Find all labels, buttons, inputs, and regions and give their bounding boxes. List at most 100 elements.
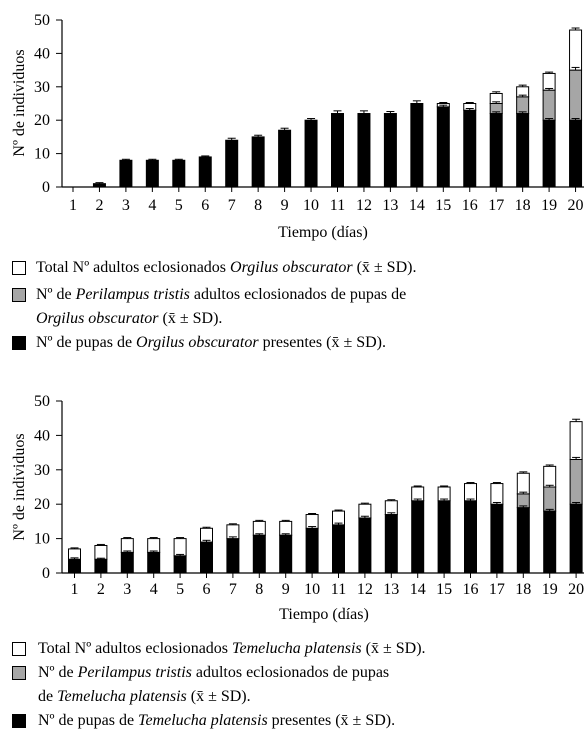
- stacked-bar-chart-temelucha: Nº de individuos Tiempo (días) 0 10 20 30 40…: [11, 393, 584, 623]
- pupae-error-bar-day-12: [360, 515, 369, 518]
- y-axis-label: Nº de individuos: [11, 49, 28, 156]
- perilampus-error-bar-day-19: [545, 87, 554, 91]
- adults-error-bar-day-15: [440, 485, 449, 487]
- adults-error-bar-day-16: [465, 101, 474, 104]
- legend-swatch-white: [12, 642, 26, 656]
- pupae-error-bar-day-13: [387, 512, 396, 515]
- pupae-error-bar-day-4: [148, 158, 157, 161]
- pupae-bar-day-13: [384, 514, 398, 574]
- pupae-bar-day-18: [516, 113, 530, 188]
- legend-text-part: (x̄ ± SD).: [186, 688, 251, 705]
- x-tick-label: 8: [255, 581, 263, 598]
- x-tick-label: 17: [489, 581, 505, 598]
- legend-text: Orgilus obscurator (x̄ ± SD).: [36, 309, 222, 329]
- legend-text: de Temelucha platensis (x̄ ± SD).: [38, 687, 251, 707]
- y-tick-label: 10: [34, 146, 50, 163]
- pupae-bar-day-11: [331, 113, 344, 188]
- pupae-error-bar-day-20: [572, 501, 581, 505]
- x-tick-label: 16: [463, 581, 479, 598]
- adults-error-bar-day-1: [70, 547, 79, 549]
- species-name: Temelucha platensis: [138, 712, 268, 729]
- pupae-bar-day-17: [489, 113, 503, 188]
- pupae-bar-day-20: [569, 119, 583, 188]
- y-tick-label: 30: [34, 462, 50, 479]
- pupae-error-bar-day-18: [519, 505, 528, 508]
- pupae-error-bar-day-5: [176, 553, 185, 556]
- legend-entry-perilampus-continued: de Temelucha platensis (x̄ ± SD).: [0, 687, 587, 707]
- species-name: Perilampus tristis: [75, 286, 190, 303]
- pupae-error-bar-day-5: [174, 158, 183, 161]
- adults-error-bar-day-18: [518, 84, 527, 87]
- x-tick-label: 18: [515, 581, 531, 598]
- legend-entry-total-adults: Total Nº adultos eclosionados Temelucha …: [0, 639, 587, 659]
- x-tick-label: 3: [123, 581, 131, 598]
- x-tick-label: 10: [304, 581, 320, 598]
- pupae-bar-day-17: [490, 503, 504, 574]
- legend-text-part: presentes (x̄ ± SD).: [267, 712, 396, 729]
- adults-bar-day-20: [569, 29, 583, 71]
- x-tick-label: 6: [203, 581, 211, 598]
- pupae-bar-day-4: [147, 551, 161, 574]
- pupae-bar-day-5: [173, 555, 187, 574]
- pupae-error-bar-day-12: [359, 110, 368, 114]
- legend-entry-total-adults: Total Nº adultos eclosionados Orgilus ob…: [0, 258, 587, 278]
- legend-text-part: Total Nº adultos eclosionados: [36, 259, 231, 276]
- species-name: Orgilus obscurator: [230, 259, 353, 276]
- x-tick-label: 8: [254, 197, 262, 214]
- adults-error-bar-day-2: [96, 543, 105, 546]
- legend-text-part: (x̄ ± SD).: [361, 640, 426, 657]
- pupae-bar-day-16: [463, 109, 477, 188]
- pupae-bar-day-9: [279, 534, 293, 574]
- x-tick-label: 19: [541, 197, 557, 214]
- adults-bar-day-3: [120, 538, 134, 553]
- x-tick-label: 1: [69, 197, 77, 214]
- y-tick-label: 50: [34, 12, 50, 29]
- pupae-error-bar-day-20: [571, 118, 580, 121]
- pupae-error-bar-day-17: [492, 501, 501, 505]
- adults-bar-day-19: [543, 465, 557, 488]
- perilampus-error-bar-day-18: [519, 491, 528, 494]
- pupae-bar-day-7: [226, 538, 240, 574]
- pupae-error-bar-day-8: [254, 134, 263, 137]
- pupae-bar-day-12: [357, 113, 371, 188]
- adults-bar-day-11: [332, 510, 345, 526]
- adults-error-bar-day-20: [571, 27, 580, 31]
- x-tick-label: 9: [282, 581, 290, 598]
- x-tick-label: 7: [228, 197, 236, 214]
- x-tick-label: 1: [71, 581, 79, 598]
- perilampus-bar-day-20: [569, 458, 583, 505]
- legend-entry-perilampus: Nº de Perilampus tristis adultos eclosio…: [0, 285, 587, 305]
- x-tick-label: 15: [435, 197, 451, 214]
- pupae-bar-day-1: [68, 558, 81, 574]
- pupae-error-bar-day-4: [149, 550, 158, 553]
- x-tick-label: 9: [281, 197, 289, 214]
- species-name: Orgilus obscurator: [36, 310, 159, 327]
- pupae-error-bar-day-10: [308, 526, 317, 529]
- pupae-bar-day-7: [225, 139, 239, 188]
- x-tick-label: 2: [97, 581, 105, 598]
- pupae-bar-day-8: [251, 136, 265, 188]
- x-tick-label: 15: [436, 581, 452, 598]
- pupae-error-bar-day-8: [255, 533, 264, 536]
- legend-entry-perilampus: Nº de Perilampus tristis adultos eclosio…: [0, 663, 587, 683]
- legend-text: Nº de Perilampus tristis adultos eclosio…: [38, 663, 389, 683]
- pupae-bar-day-2: [94, 558, 108, 574]
- x-tick-label: 2: [95, 197, 103, 214]
- x-tick-label: 5: [175, 197, 183, 214]
- legend-text-part: adultos eclosionados de pupas de: [189, 286, 407, 303]
- adults-error-bar-day-15: [439, 101, 448, 104]
- perilampus-bar-day-19: [543, 486, 557, 512]
- pupae-error-bar-day-2: [96, 557, 105, 560]
- perilampus-error-bar-day-19: [545, 484, 554, 487]
- adults-bar-day-13: [384, 500, 398, 516]
- adults-bar-day-2: [94, 544, 108, 560]
- legend-swatch-gray: [12, 666, 26, 680]
- pupae-bar-day-3: [119, 159, 133, 188]
- adults-error-bar-day-8: [255, 519, 264, 522]
- x-axis-label: Tiempo (días): [278, 224, 368, 241]
- pupae-bar-day-13: [383, 113, 397, 188]
- pupae-error-bar-day-19: [545, 118, 554, 121]
- legend-text: Nº de pupas de Temelucha platensis prese…: [38, 711, 395, 731]
